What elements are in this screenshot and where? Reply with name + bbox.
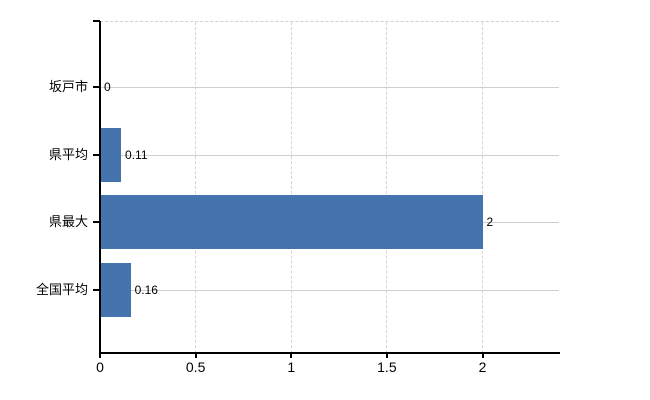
y-axis-tick	[93, 86, 100, 88]
bar-value-label: 0	[104, 80, 111, 94]
v-gridline	[195, 22, 197, 353]
bar	[100, 262, 131, 317]
category-label: 県最大	[48, 214, 88, 229]
y-axis-tick	[93, 221, 100, 223]
h-gridline	[100, 289, 559, 291]
y-axis-tick	[93, 153, 100, 156]
x-axis-tick	[99, 353, 101, 358]
x-axis-line	[99, 352, 560, 354]
y-axis-tick	[93, 288, 100, 291]
h-gridline	[100, 154, 559, 156]
x-tick-label: 1.5	[377, 359, 397, 375]
v-gridline	[386, 22, 388, 353]
x-tick-label: 1	[287, 359, 296, 375]
x-axis-tick	[290, 353, 293, 358]
bar-value-label: 2	[486, 215, 494, 229]
v-gridline	[290, 22, 292, 353]
category-label: 坂戸市	[48, 79, 88, 94]
bar-value-label: 0.16	[134, 282, 158, 297]
bar	[100, 127, 122, 182]
v-gridline	[482, 22, 483, 353]
x-tick-label: 2	[478, 359, 487, 375]
plot-top-border	[100, 21, 559, 22]
category-label: 全国平均	[35, 281, 88, 297]
x-axis-tick	[194, 353, 197, 358]
x-axis-tick	[385, 353, 388, 358]
x-axis-tick	[481, 353, 484, 358]
bar-value-label: 0.11	[125, 147, 148, 162]
x-tick-label: 0.5	[185, 359, 206, 375]
bar	[100, 195, 483, 249]
y-axis-line	[99, 21, 101, 354]
category-label: 県平均	[48, 146, 88, 162]
h-gridline	[100, 87, 559, 88]
y-axis-tick	[93, 20, 100, 22]
x-tick-label: 0	[96, 359, 104, 375]
